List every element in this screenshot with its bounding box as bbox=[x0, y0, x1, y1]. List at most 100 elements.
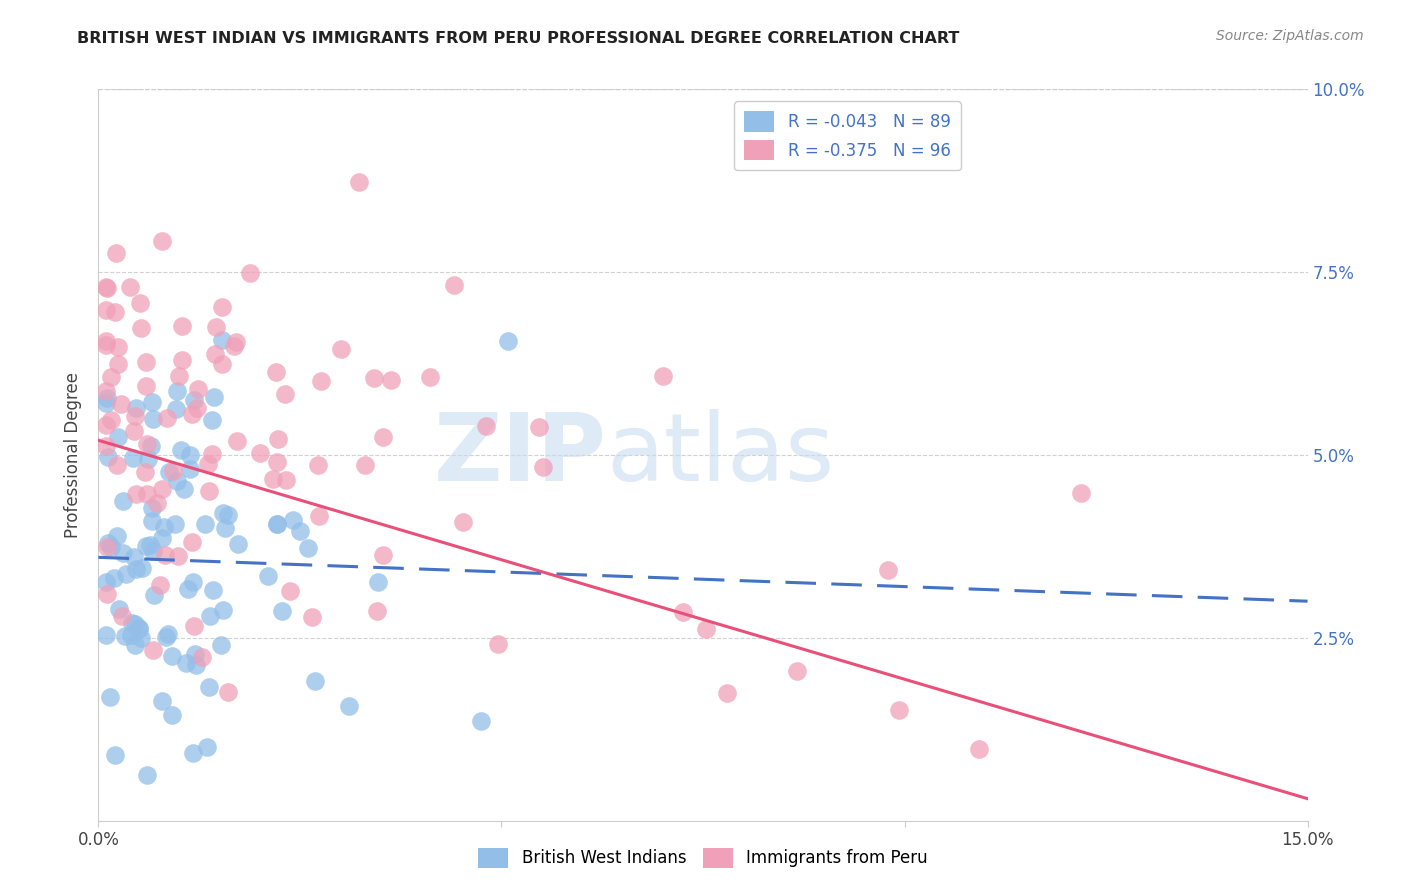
Point bbox=[201, 412, 224, 426]
Text: ZIP: ZIP bbox=[433, 409, 606, 501]
Point bbox=[124, 409, 146, 423]
Point bbox=[112, 546, 135, 560]
Point bbox=[162, 464, 184, 478]
Point bbox=[105, 458, 128, 472]
Point bbox=[100, 369, 122, 384]
Text: atlas: atlas bbox=[606, 409, 835, 501]
Point bbox=[347, 175, 370, 189]
Point bbox=[179, 462, 201, 476]
Point bbox=[531, 459, 554, 474]
Text: BRITISH WEST INDIAN VS IMMIGRANTS FROM PERU PROFESSIONAL DEGREE CORRELATION CHAR: BRITISH WEST INDIAN VS IMMIGRANTS FROM P… bbox=[77, 31, 960, 46]
Point bbox=[122, 550, 145, 565]
Point bbox=[96, 281, 118, 295]
Point bbox=[170, 318, 193, 333]
Point bbox=[311, 374, 333, 388]
Point bbox=[212, 603, 235, 617]
Point bbox=[186, 401, 208, 415]
Point bbox=[222, 339, 245, 353]
Point bbox=[183, 392, 205, 407]
Point bbox=[249, 446, 271, 460]
Point bbox=[529, 420, 551, 434]
Point bbox=[205, 320, 228, 334]
Point bbox=[672, 605, 695, 619]
Point bbox=[150, 531, 173, 545]
Point bbox=[114, 629, 136, 643]
Point bbox=[181, 534, 204, 549]
Point bbox=[135, 767, 157, 781]
Point bbox=[141, 514, 163, 528]
Point bbox=[96, 540, 118, 554]
Point bbox=[217, 685, 239, 699]
Point bbox=[266, 455, 288, 469]
Point bbox=[266, 516, 288, 531]
Point bbox=[264, 365, 287, 379]
Point bbox=[297, 541, 319, 555]
Point bbox=[157, 465, 180, 479]
Point bbox=[160, 708, 183, 723]
Point bbox=[195, 740, 218, 755]
Point bbox=[443, 277, 465, 292]
Point bbox=[202, 583, 225, 598]
Point bbox=[97, 536, 120, 550]
Point bbox=[149, 578, 172, 592]
Point bbox=[274, 387, 297, 401]
Point bbox=[129, 321, 152, 335]
Point bbox=[96, 280, 118, 294]
Point bbox=[363, 370, 385, 384]
Point bbox=[104, 748, 127, 763]
Point bbox=[181, 574, 204, 589]
Point bbox=[876, 563, 898, 577]
Point bbox=[353, 458, 375, 472]
Point bbox=[156, 627, 179, 641]
Point bbox=[226, 434, 249, 448]
Point bbox=[112, 494, 135, 508]
Point bbox=[201, 447, 224, 461]
Point bbox=[141, 501, 163, 516]
Point bbox=[142, 411, 165, 425]
Point bbox=[371, 548, 394, 562]
Point bbox=[96, 439, 118, 453]
Point bbox=[204, 346, 226, 360]
Point bbox=[96, 384, 118, 398]
Point bbox=[139, 439, 162, 453]
Point bbox=[128, 621, 150, 635]
Point bbox=[96, 334, 118, 348]
Point bbox=[131, 561, 153, 575]
Point bbox=[100, 413, 122, 427]
Point bbox=[142, 543, 165, 558]
Point bbox=[486, 637, 509, 651]
Point bbox=[266, 517, 288, 532]
Point bbox=[135, 539, 157, 553]
Point bbox=[179, 448, 201, 462]
Point bbox=[184, 658, 207, 673]
Point bbox=[301, 610, 323, 624]
Point bbox=[122, 425, 145, 439]
Point bbox=[96, 303, 118, 318]
Point bbox=[470, 714, 492, 728]
Point bbox=[143, 588, 166, 602]
Point bbox=[419, 370, 441, 384]
Point bbox=[153, 520, 176, 534]
Point bbox=[166, 474, 188, 488]
Point bbox=[498, 334, 520, 349]
Point bbox=[367, 575, 389, 590]
Point bbox=[125, 487, 148, 501]
Point bbox=[786, 664, 808, 678]
Point bbox=[100, 540, 122, 554]
Point bbox=[96, 628, 118, 642]
Point bbox=[124, 562, 146, 576]
Point bbox=[153, 548, 176, 562]
Point bbox=[202, 390, 225, 404]
Point bbox=[451, 516, 474, 530]
Point bbox=[169, 443, 191, 458]
Point bbox=[329, 342, 352, 356]
Point bbox=[146, 496, 169, 510]
Point bbox=[135, 437, 157, 451]
Point bbox=[128, 295, 150, 310]
Point bbox=[266, 432, 288, 446]
Point bbox=[120, 628, 142, 642]
Point bbox=[214, 521, 236, 535]
Point bbox=[211, 506, 233, 520]
Point bbox=[198, 680, 221, 694]
Point bbox=[198, 483, 221, 498]
